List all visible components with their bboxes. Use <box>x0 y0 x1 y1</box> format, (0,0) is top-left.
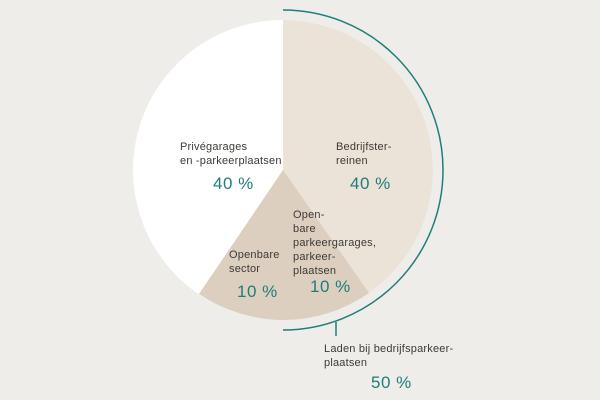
slice-prive-value: 40 % <box>213 174 254 193</box>
group-value: 50 % <box>371 373 412 392</box>
slice-openbare-garages <box>283 170 369 321</box>
slice-openbare-garages-value: 10 % <box>310 277 351 296</box>
slice-openbare-sector-label: Openbare sector <box>229 249 283 275</box>
slice-bedrijf-value: 40 % <box>350 174 391 193</box>
group-bracket-arc <box>282 9 444 331</box>
slice-openbare-garages-label: Open- bare parkeergarages, parkeer- plaa… <box>293 209 379 277</box>
slice-bedrijf-label: Bedrijfster- reinen <box>336 141 395 167</box>
group-label: Laden bij bedrijfsparkeer- plaatsen <box>324 343 457 369</box>
slice-openbare-sector <box>199 170 283 320</box>
slice-prive-label: Privégarages en -parkeerplaatsen <box>180 141 282 167</box>
slice-openbare-sector-value: 10 % <box>237 282 278 301</box>
